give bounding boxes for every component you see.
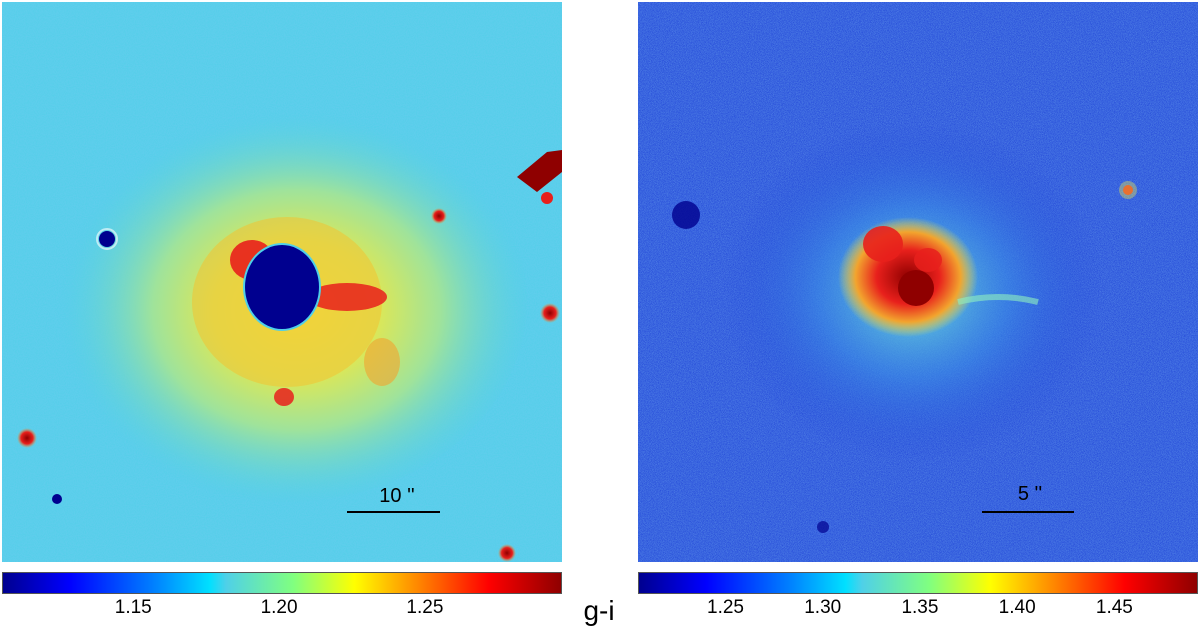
colorbar-left-tick: 1.15 [114,597,152,618]
colorbar-label: g-i [583,595,615,626]
colorbar-left-tick: 1.20 [260,597,298,618]
colorbar-right [638,572,1198,594]
scale-bar-left [347,511,440,513]
color-map-right-image [638,2,1198,562]
color-map-right: 5 '' [638,2,1198,562]
colorbar-right-tick: 1.45 [1095,597,1133,618]
scale-bar-right [982,511,1074,513]
color-map-left-image [2,2,562,562]
scale-label-right: 5 '' [1017,483,1043,505]
colorbar-right-tick: 1.40 [998,597,1036,618]
colorbar-right-tick: 1.30 [804,597,842,618]
colorbar-right-tick: 1.25 [707,597,744,618]
scale-label-left: 10 '' [379,485,415,507]
color-map-left: 10 '' [2,2,562,562]
colorbar-left [2,572,562,594]
colorbar-left-tick: 1.25 [406,597,444,618]
colorbar-right-tick: 1.35 [901,597,939,618]
